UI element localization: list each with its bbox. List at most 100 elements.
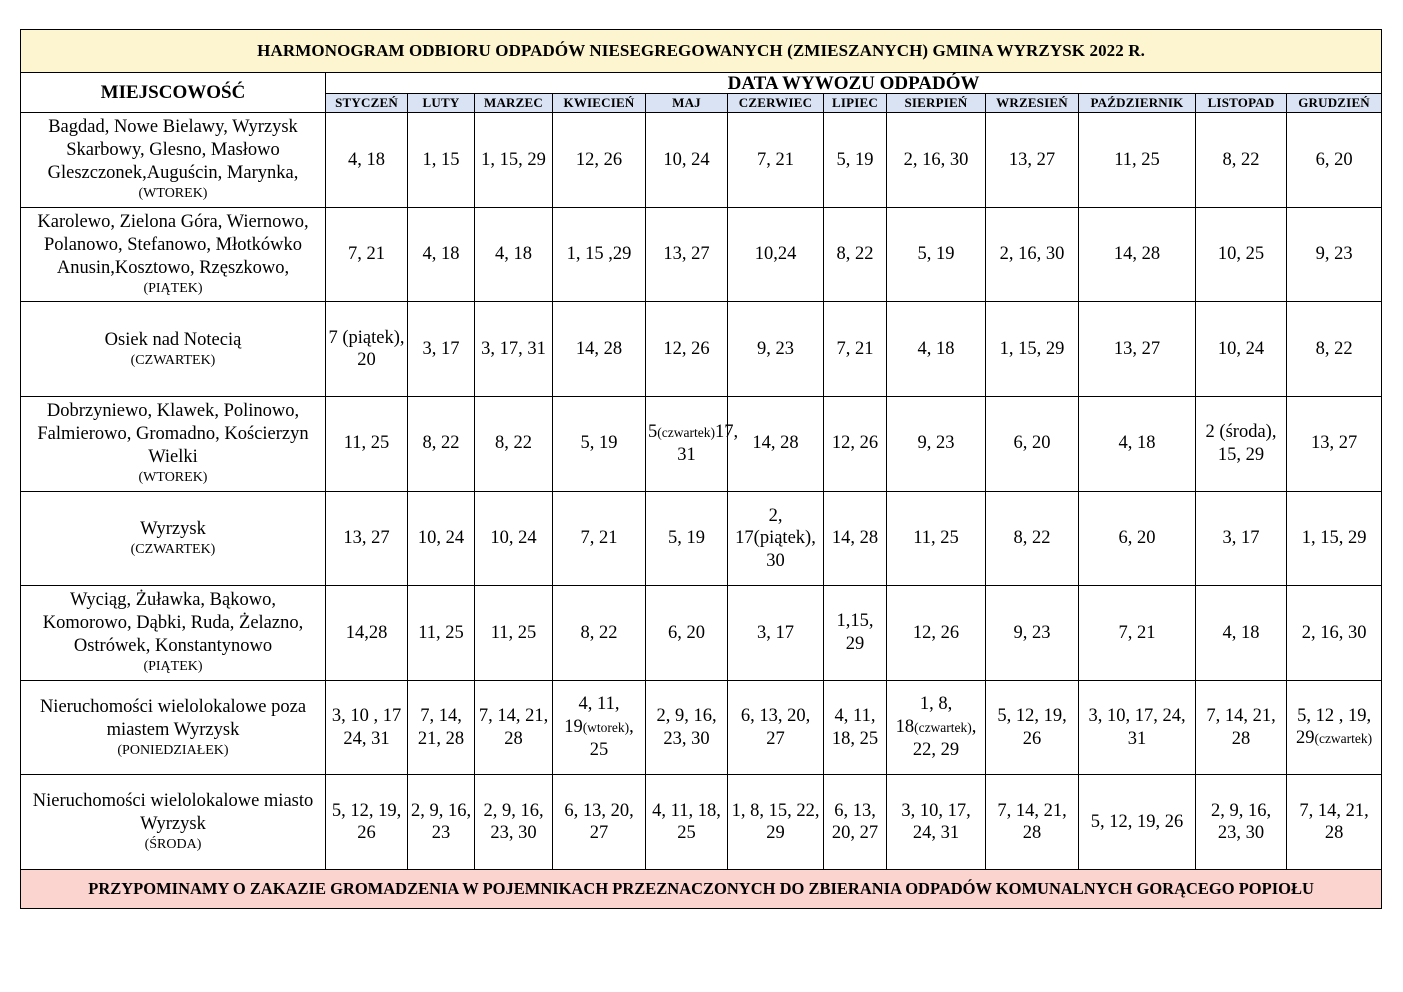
pickup-dates: 13, 27 [1113,338,1161,359]
weekday-note: (czwartek) [914,719,972,735]
pickup-dates-cell: 2 (środa), 15, 29 [1195,395,1287,492]
pickup-dates-cell: 11, 25 [474,585,553,681]
collection-weekday: (PIĄTEK) [143,659,203,675]
pickup-dates: 2, 17(piątek), 30 [735,505,816,571]
pickup-dates-cell: 6, 20 [985,395,1079,492]
pickup-dates: 12, 26 [831,433,879,454]
pickup-dates: 3, 17 [757,622,794,643]
pickup-dates: 5, 19 [917,244,955,265]
month-header: CZERWIEC [727,93,824,113]
pickup-dates-continued: , 25 [589,716,634,761]
pickup-dates-cell: 1, 15, 29 [985,301,1079,397]
pickup-dates: 11, 25 [913,528,959,549]
schedule-row: Nieruchomości wielolokalowe poza miastem… [20,679,1383,776]
pickup-dates: 11, 25 [490,622,537,643]
pickup-dates: 8, 22 [1222,149,1260,170]
pickup-dates-cell: 6, 20 [1078,490,1196,587]
pickup-dates: 7, 21 [757,149,794,170]
pickup-dates-cell: 4, 11, 18, 25 [645,774,728,870]
pickup-dates-cell: 5, 19 [645,490,728,587]
pickup-dates: 1, 15 ,29 [566,244,632,265]
pickup-dates: 1, 15, 29 [1301,528,1367,549]
pickup-dates-cell: 7, 14, 21, 28 [407,679,475,776]
month-header: LIPIEC [823,93,887,113]
schedule-row: Wyrzysk (CZWARTEK) 13, 27 10, 24 10, 24 7, 21… [20,490,1383,587]
pickup-dates-cell: 9, 23 [727,301,824,397]
pickup-dates-cell: 10,24 [727,206,824,303]
pickup-dates-cell: 10, 24 [1195,301,1287,397]
pickup-dates: 10, 24 [417,528,465,549]
pickup-dates-cell: 4, 11, 18, 25 [823,679,887,776]
pickup-dates: 6, 20 [668,622,705,643]
collection-weekday: (CZWARTEK) [130,352,216,368]
schedule-row: Nieruchomości wielolokalowe miasto Wyrzy… [20,774,1383,870]
weekday-note: (czwartek) [657,424,715,440]
pickup-dates: 3, 17 [1222,528,1260,549]
pickup-dates: 14,28 [345,622,388,643]
locality-names: Nieruchomości wielolokalowe miasto Wyrzy… [32,791,314,835]
pickup-dates-cell: 12, 26 [552,112,646,208]
pickup-dates-cell: 14,28 [325,585,408,681]
locality-names: Wyciąg, Żuławka, Bąkowo, Komorowo, Dąbki… [42,590,304,657]
pickup-dates: 1, 15, 29 [999,338,1065,359]
pickup-dates-cell: 9, 23 [886,395,986,492]
pickup-dates-cell: 1, 15, 29 [1285,490,1383,587]
pickup-dates-cell: 1, 15 [407,112,475,208]
document-title: HARMONOGRAM ODBIORU ODPADÓW NIESEGREGOWA… [19,29,1383,73]
month-header: PAŹDZIERNIK [1078,93,1196,113]
locality-cell: Nieruchomości wielolokalowe miasto Wyrzy… [20,774,326,870]
locality-names: Osiek nad Notecią [104,329,242,350]
pickup-dates: 9, 23 [917,433,955,454]
pickup-dates-cell: 6, 13, 20, 27 [552,774,646,870]
pickup-dates-cell: 3, 17 [1195,490,1287,587]
schedule-row: Wyciąg, Żuławka, Bąkowo, Komorowo, Dąbki… [20,585,1383,681]
pickup-dates-cell: 3, 10 , 17 24, 31 [325,679,408,776]
pickup-dates-cell: 4, 18 [474,206,553,303]
pickup-dates: 4, 11, 18, 25 [652,800,721,844]
pickup-dates: 7, 21 [580,528,618,549]
pickup-dates: 3, 10 , 17 24, 31 [331,706,402,749]
month-header: LUTY [407,93,475,113]
pickup-dates: 13, 27 [1008,149,1056,170]
pickup-dates-cell: 2, 17(piątek), 30 [727,490,824,587]
locality-names: Dobrzyniewo, Klawek, Polinowo, Falmierow… [37,401,309,468]
pickup-dates-cell: 2, 9, 16, 23, 30 [1195,774,1287,870]
pickup-dates: 12, 26 [663,338,710,359]
pickup-dates: 1,15, 29 [836,611,874,654]
pickup-dates-cell: 5, 19 [886,206,986,303]
pickup-dates-cell: 5, 19 [552,395,646,492]
pickup-dates: 10, 24 [1217,338,1265,359]
pickup-dates: 14, 28 [752,433,799,454]
pickup-dates-cell: 1,15, 29 [823,585,887,681]
pickup-dates: 6, 13, 20, 27 [564,800,634,844]
pickup-dates: 10, 24 [490,528,537,549]
pickup-dates-cell: 7, 21 [823,301,887,397]
pickup-dates-cell: 13, 27 [1285,395,1383,492]
pickup-dates: 7, 14, 21, 28 [1299,800,1369,844]
pickup-dates-cell: 14, 28 [727,395,824,492]
pickup-dates: 8, 22 [422,433,460,454]
pickup-dates-cell: 1, 8, 18(czwartek), 22, 29 [886,679,986,776]
pickup-dates: 2, 9, 16, 23 [410,800,472,844]
pickup-dates: 5, 19 [836,149,874,170]
schedule-row: Dobrzyniewo, Klawek, Polinowo, Falmierow… [20,395,1383,492]
pickup-dates-cell: 6, 13, 20, 27 [823,774,887,870]
pickup-dates: 2, 9, 16, 23, 30 [656,706,717,749]
pickup-dates: 5 [648,421,658,442]
pickup-dates: 8, 22 [580,622,618,643]
pickup-dates: 6, 13, 20, 27 [831,800,879,844]
collection-weekday: (PIĄTEK) [143,280,203,296]
pickup-dates-cell: 14, 28 [823,490,887,587]
pickup-dates-cell: 7, 21 [325,206,408,303]
locality-header: MIEJSCOWOŚĆ [20,72,326,113]
schedule-row: Karolewo, Zielona Góra, Wiernowo, Polano… [20,206,1383,303]
pickup-dates-continued: , 22, 29 [912,716,977,761]
locality-cell: Nieruchomości wielolokalowe poza miastem… [20,679,326,776]
pickup-dates-cell: 3, 17 [407,301,475,397]
pickup-dates: 5, 12, 19, 26 [1090,811,1184,832]
month-header-row: STYCZEŃ LUTY MARZEC KWIECIEŃ MAJ CZERWIEC LIPI… [21,93,1383,113]
locality-cell: Karolewo, Zielona Góra, Wiernowo, Polano… [20,206,326,303]
pickup-dates-cell: 5(czwartek)17, 31 [645,395,738,492]
pickup-dates-cell: 7, 14, 21, 28 [1195,679,1287,776]
pickup-dates-cell: 11, 25 [325,395,408,492]
